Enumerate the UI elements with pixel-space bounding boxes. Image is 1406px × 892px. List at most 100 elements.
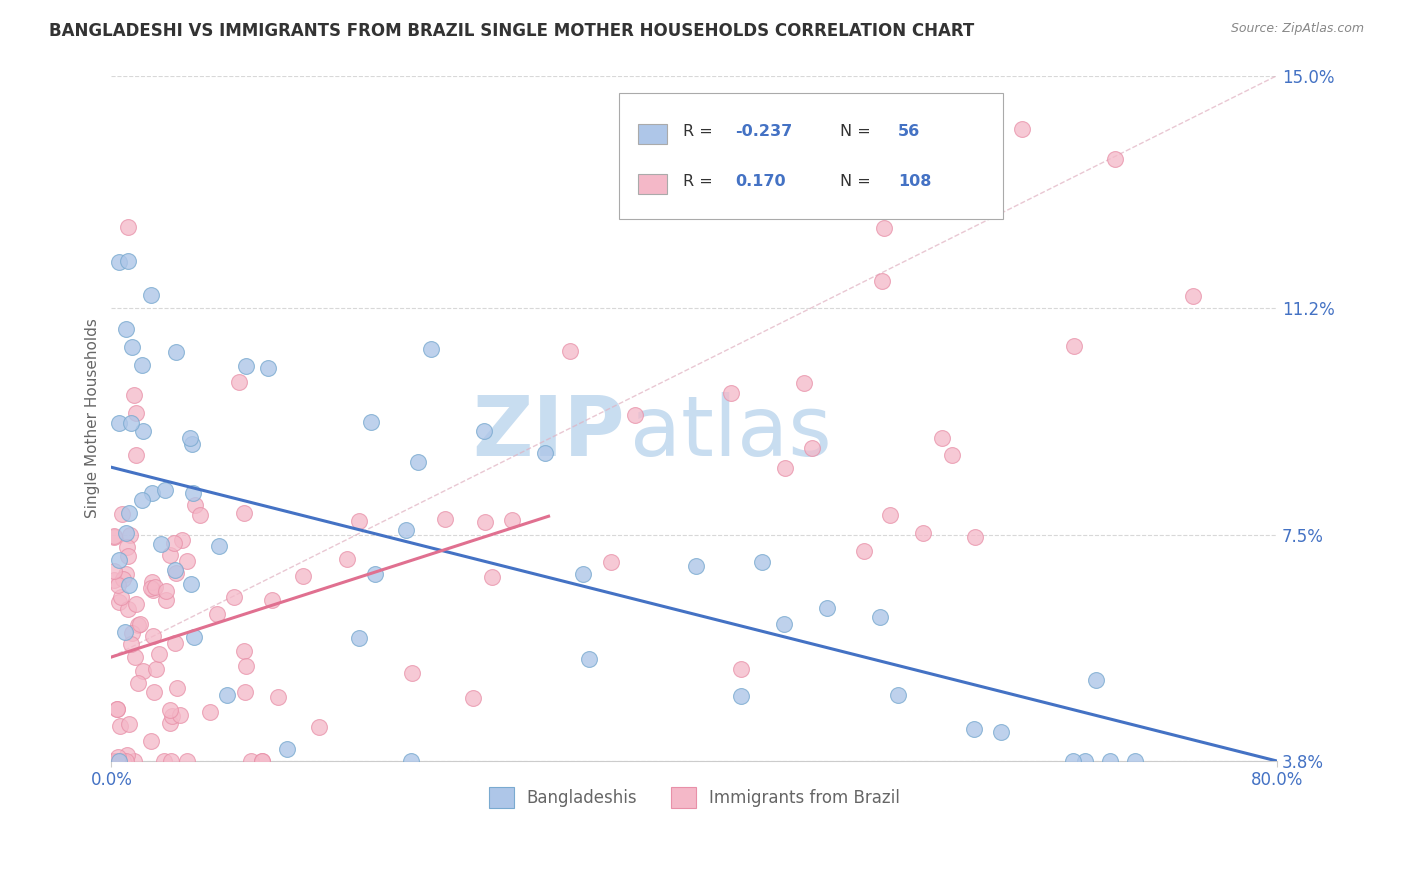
Point [815, 600, 838, 615]
Point [233, 685, 256, 699]
Point [163, 636, 186, 650]
Point [115, 321, 138, 335]
Point [208, 539, 231, 553]
Point [181, 485, 204, 500]
Text: 108: 108 [898, 174, 932, 189]
Point [159, 548, 181, 562]
Text: R =: R = [683, 124, 717, 139]
Point [336, 552, 359, 566]
Point [205, 607, 228, 622]
Point [180, 577, 202, 591]
Point [931, 431, 953, 445]
Point [118, 577, 141, 591]
Point [131, 359, 153, 373]
Point [120, 637, 142, 651]
Text: 0.170: 0.170 [735, 174, 786, 189]
Point [117, 748, 139, 763]
Point [869, 609, 891, 624]
Point [291, 569, 314, 583]
Point [800, 441, 823, 455]
Point [1074, 754, 1097, 768]
Point [461, 691, 484, 706]
Point [122, 388, 145, 402]
Point [165, 345, 187, 359]
Point [853, 544, 876, 558]
Point [347, 632, 370, 646]
Point [127, 676, 149, 690]
Point [127, 618, 149, 632]
Text: 56: 56 [898, 124, 921, 139]
Point [142, 630, 165, 644]
Point [1123, 754, 1146, 768]
Point [870, 274, 893, 288]
Point [879, 508, 901, 522]
Point [148, 648, 170, 662]
Point [105, 754, 128, 768]
Point [401, 666, 423, 681]
Point [145, 662, 167, 676]
Point [1062, 754, 1084, 768]
Point [363, 567, 385, 582]
Point [578, 652, 600, 666]
Point [107, 754, 129, 768]
Point [108, 595, 131, 609]
Point [166, 681, 188, 695]
Point [110, 591, 132, 605]
Point [103, 529, 125, 543]
Point [141, 486, 163, 500]
Point [228, 376, 250, 390]
Point [599, 555, 621, 569]
Point [107, 416, 129, 430]
Point [250, 754, 273, 768]
Point [179, 431, 201, 445]
Point [120, 528, 142, 542]
Point [131, 492, 153, 507]
Point [256, 360, 278, 375]
Text: R =: R = [683, 174, 717, 189]
FancyBboxPatch shape [638, 174, 668, 194]
Point [103, 564, 125, 578]
Point [105, 702, 128, 716]
Point [730, 689, 752, 703]
Point [624, 409, 647, 423]
Point [155, 593, 177, 607]
Point [145, 580, 167, 594]
Point [124, 448, 146, 462]
Text: Source: ZipAtlas.com: Source: ZipAtlas.com [1230, 22, 1364, 36]
Point [572, 566, 595, 581]
Point [132, 665, 155, 679]
Point [153, 483, 176, 498]
Point [235, 359, 257, 373]
Point [172, 533, 194, 547]
Y-axis label: Single Mother Households: Single Mother Households [86, 318, 100, 518]
Point [141, 734, 163, 748]
Point [125, 598, 148, 612]
Point [262, 593, 284, 607]
Point [120, 417, 142, 431]
Point [395, 523, 418, 537]
Point [176, 754, 198, 768]
Point [107, 750, 129, 764]
Point [941, 448, 963, 462]
Point [125, 406, 148, 420]
Point [115, 540, 138, 554]
Point [122, 754, 145, 768]
Point [399, 754, 422, 768]
Point [963, 722, 986, 736]
Point [773, 616, 796, 631]
Point [169, 708, 191, 723]
Point [118, 507, 141, 521]
Point [360, 415, 382, 429]
Point [276, 742, 298, 756]
Point [1084, 673, 1107, 688]
Point [163, 563, 186, 577]
Point [558, 343, 581, 358]
Point [1011, 122, 1033, 136]
Point [165, 566, 187, 581]
Point [183, 630, 205, 644]
Point [111, 507, 134, 521]
Point [117, 602, 139, 616]
Point [118, 717, 141, 731]
Text: ZIP: ZIP [472, 392, 624, 473]
Point [141, 287, 163, 301]
